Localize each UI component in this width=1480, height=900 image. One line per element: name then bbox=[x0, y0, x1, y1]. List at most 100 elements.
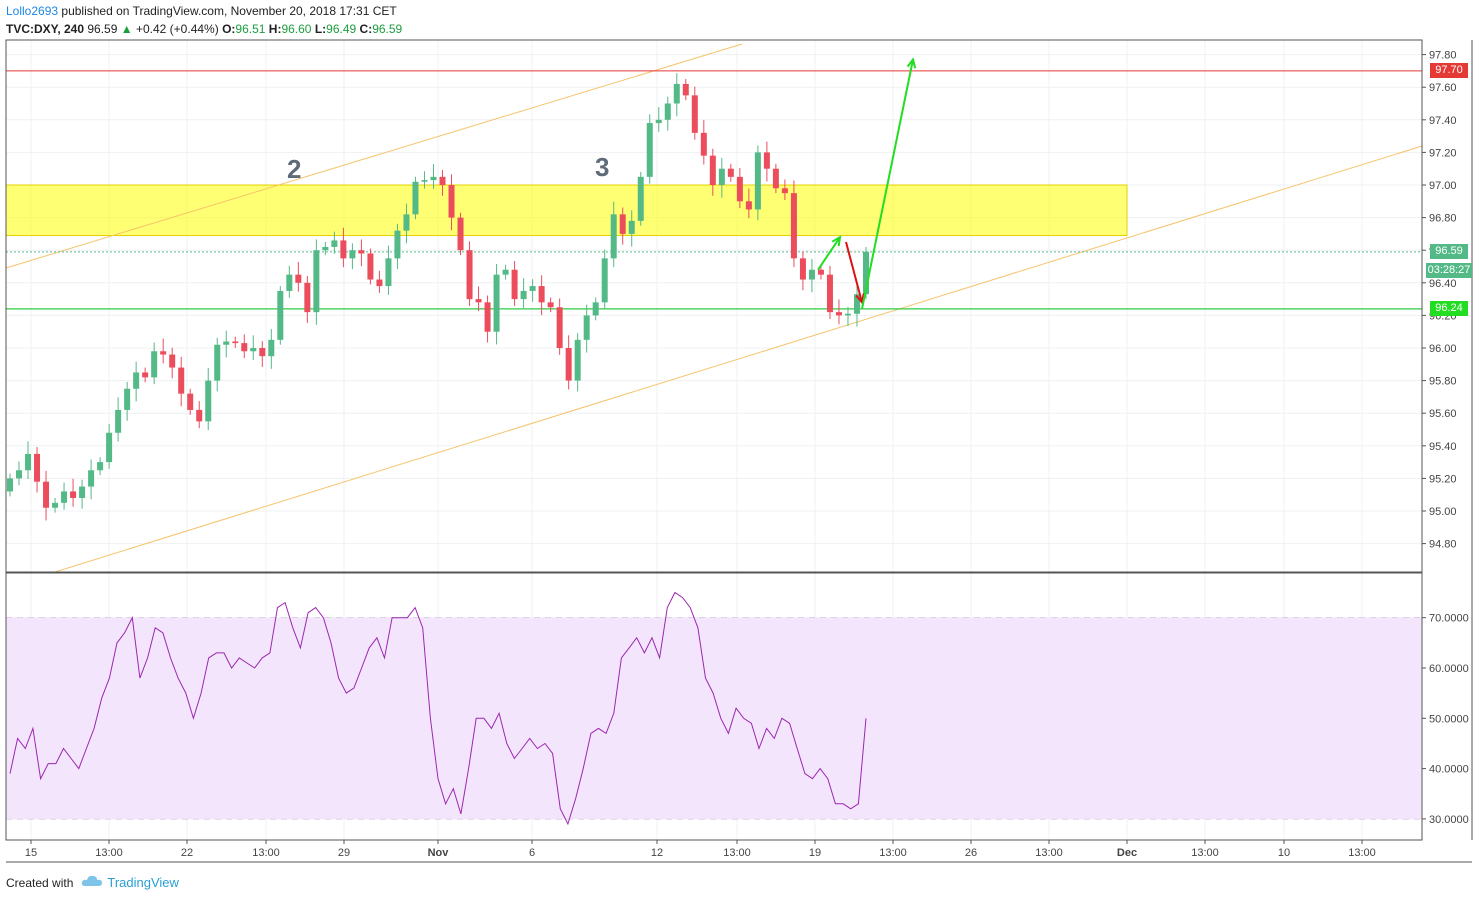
price-tick-label: 94.80 bbox=[1429, 539, 1457, 551]
countdown-tag: 03:28:27 bbox=[1426, 262, 1472, 278]
candle-body bbox=[430, 176, 437, 181]
candle-body bbox=[709, 155, 716, 185]
candle-body bbox=[538, 286, 545, 303]
time-tick-label: 12 bbox=[651, 847, 663, 859]
high-value: 96.60 bbox=[281, 22, 312, 36]
candle-body bbox=[673, 83, 680, 104]
wave-label-3: 3 bbox=[595, 152, 609, 182]
candle-body bbox=[241, 343, 248, 352]
rsi-pane-border bbox=[5, 572, 1423, 841]
time-tick-label: 13:00 bbox=[1035, 847, 1063, 859]
price-tick-label: 96.40 bbox=[1429, 278, 1457, 290]
rsi-axis[interactable]: 70.0000 60.0000 50.0000 40.0000 30.0000 bbox=[1422, 613, 1469, 826]
time-tick-label: 19 bbox=[809, 847, 821, 859]
created-with-text: Created with bbox=[6, 875, 74, 890]
price-tick-label: 95.40 bbox=[1429, 441, 1457, 453]
candle-body bbox=[511, 269, 518, 300]
change-up-icon: ▲ bbox=[120, 22, 133, 36]
candle-body bbox=[349, 250, 356, 259]
candle-body bbox=[835, 312, 842, 316]
low-value: 96.49 bbox=[326, 22, 357, 36]
chart-frame bbox=[5, 39, 1473, 863]
time-tick-label: 22 bbox=[181, 847, 193, 859]
candle-body bbox=[7, 478, 13, 492]
candle-body bbox=[853, 294, 860, 314]
candle-body bbox=[106, 432, 113, 463]
price-axis[interactable]: 97.8097.6097.4097.2097.0096.8096.6096.40… bbox=[1422, 50, 1457, 551]
close-value: 96.59 bbox=[372, 22, 403, 36]
candle-body bbox=[52, 502, 59, 508]
time-tick-label: 13:00 bbox=[1191, 847, 1219, 859]
candle-body bbox=[25, 453, 32, 471]
change-value: +0.42 (+0.44%) bbox=[135, 22, 219, 36]
high-label: H: bbox=[268, 22, 282, 36]
candle-body bbox=[826, 274, 833, 313]
resistance-price-tag: 97.70 bbox=[1430, 63, 1468, 79]
candle-body bbox=[268, 339, 275, 357]
candle-body bbox=[691, 95, 698, 133]
candle-body bbox=[637, 176, 644, 221]
candle-body bbox=[340, 240, 347, 259]
candle-body bbox=[772, 168, 779, 189]
last-price: 96.59 bbox=[87, 22, 118, 36]
candle-body bbox=[493, 274, 500, 332]
time-tick-label: 13:00 bbox=[95, 847, 123, 859]
candle-body bbox=[304, 282, 311, 313]
candle-body bbox=[727, 168, 734, 177]
time-tick-label: Nov bbox=[428, 847, 450, 859]
candle-body bbox=[79, 486, 86, 498]
candle-body bbox=[223, 341, 230, 345]
time-tick-label: 26 bbox=[965, 847, 977, 859]
time-tick-label: Dec bbox=[1117, 847, 1137, 859]
footer: Created with TradingView bbox=[6, 875, 179, 890]
candle-body bbox=[412, 181, 419, 215]
tradingview-brand[interactable]: TradingView bbox=[81, 875, 179, 890]
candle-body bbox=[286, 274, 293, 291]
candle-body bbox=[700, 132, 707, 156]
rsi-tick-label: 40.0000 bbox=[1429, 764, 1469, 776]
candle-body bbox=[646, 123, 653, 177]
channel-upper-line[interactable] bbox=[5, 43, 743, 269]
channel-lower-line[interactable] bbox=[54, 145, 1423, 573]
price-tick-label: 96.80 bbox=[1429, 213, 1457, 225]
arrow-up-short[interactable] bbox=[817, 236, 841, 271]
candle-body bbox=[277, 290, 284, 340]
candle-body bbox=[466, 250, 473, 300]
arrow-down[interactable] bbox=[845, 241, 863, 303]
candle-body bbox=[763, 152, 770, 169]
candle-body bbox=[655, 119, 662, 124]
candle-body bbox=[439, 176, 446, 185]
wave-label-2: 2 bbox=[287, 154, 301, 184]
time-axis[interactable]: 15 13:00 22 13:00 29 Nov 6 12 13:00 19 13:00 26 13:0… bbox=[25, 840, 1376, 859]
published-text: published on TradingView.com, November 2… bbox=[61, 4, 397, 18]
candle-body bbox=[592, 302, 599, 316]
arrow-up-target-head bbox=[906, 57, 917, 69]
candle-body bbox=[88, 470, 95, 487]
time-tick-label: 10 bbox=[1278, 847, 1290, 859]
candle-body bbox=[547, 302, 554, 308]
author-link[interactable]: Lollo2693 bbox=[6, 4, 59, 18]
candle-body bbox=[376, 279, 383, 287]
candle-body bbox=[34, 453, 41, 482]
arrow-up-target[interactable] bbox=[861, 59, 914, 310]
candle-body bbox=[70, 491, 77, 498]
candle-body bbox=[43, 481, 50, 508]
candle-body bbox=[610, 214, 617, 259]
candle-body bbox=[583, 315, 590, 340]
candle-body bbox=[367, 253, 374, 280]
candle-body bbox=[232, 341, 239, 344]
candle-body bbox=[205, 380, 212, 422]
price-tick-label: 95.00 bbox=[1429, 506, 1457, 518]
candle-body bbox=[574, 339, 581, 381]
candle-body bbox=[421, 180, 428, 182]
tradingview-cloud-icon bbox=[81, 875, 103, 890]
time-tick-label: 13:00 bbox=[879, 847, 907, 859]
candle-body bbox=[799, 258, 806, 280]
candle-body bbox=[475, 299, 482, 303]
supply-zone[interactable] bbox=[5, 184, 1128, 237]
forecast-arrows[interactable] bbox=[817, 57, 917, 310]
time-tick-label: 15 bbox=[25, 847, 37, 859]
candle-body bbox=[601, 258, 608, 303]
symbol-label: TVC:DXY, 240 bbox=[6, 22, 85, 36]
